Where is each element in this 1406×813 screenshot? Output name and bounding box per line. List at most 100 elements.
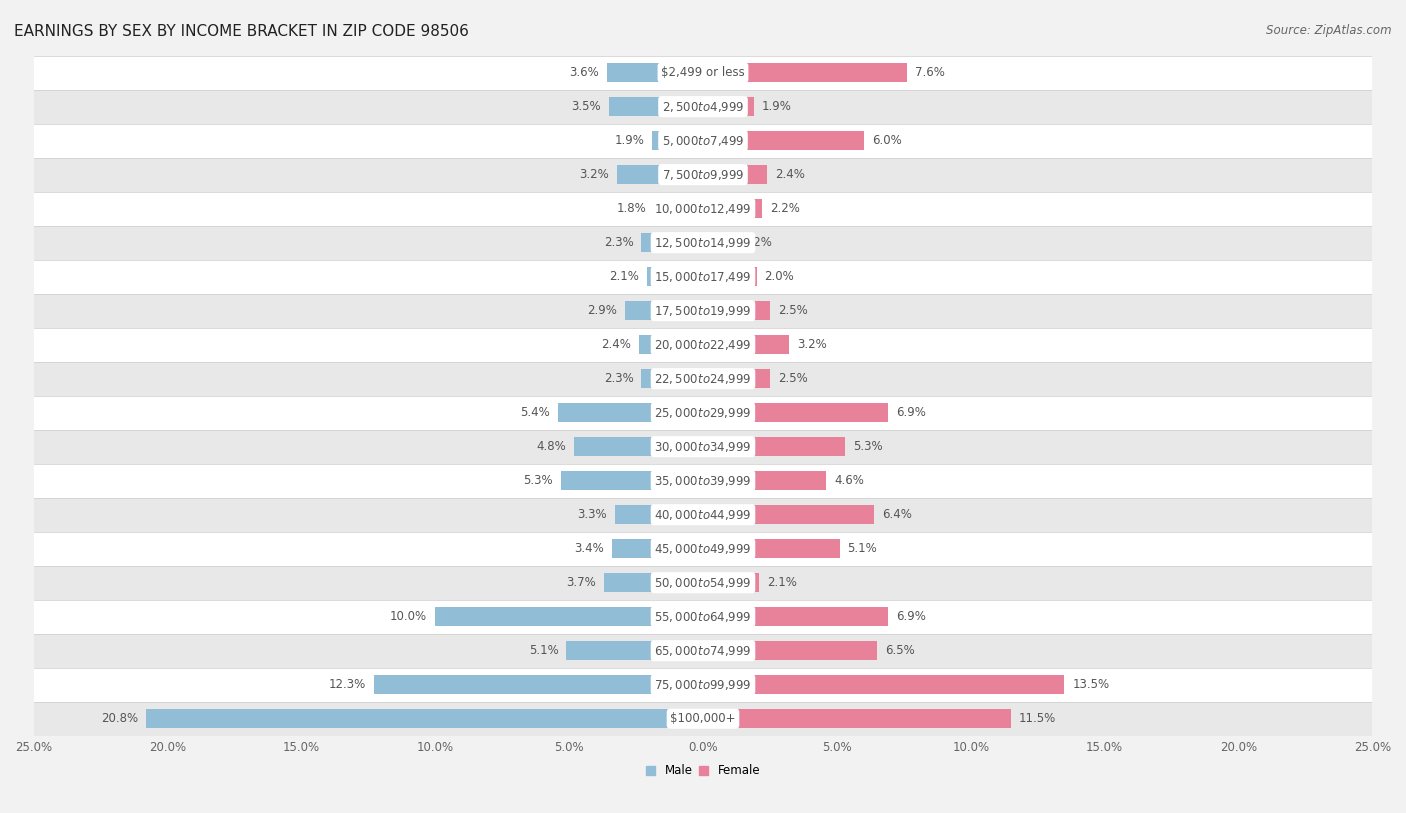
Bar (617, 165, 703, 184)
Text: $35,000 to $39,999: $35,000 to $39,999 (654, 474, 752, 488)
Bar (34, 667, 1372, 702)
Legend: Male, Female: Male, Female (645, 764, 761, 777)
Bar (34, 362, 1372, 396)
Bar (436, 607, 703, 626)
Text: 2.9%: 2.9% (588, 304, 617, 317)
Bar (703, 369, 770, 388)
Text: $15,000 to $17,499: $15,000 to $17,499 (654, 270, 752, 284)
Bar (641, 369, 703, 388)
Bar (567, 641, 703, 660)
Bar (575, 437, 703, 456)
Bar (703, 63, 907, 82)
Text: $100,000+: $100,000+ (671, 712, 735, 725)
Text: 2.2%: 2.2% (770, 202, 800, 215)
Text: $5,000 to $7,499: $5,000 to $7,499 (662, 133, 744, 148)
Bar (34, 600, 1372, 633)
Bar (703, 165, 768, 184)
Text: 1.9%: 1.9% (614, 134, 644, 147)
Text: Source: ZipAtlas.com: Source: ZipAtlas.com (1267, 24, 1392, 37)
Text: 2.5%: 2.5% (778, 304, 807, 317)
Bar (34, 463, 1372, 498)
Bar (703, 233, 735, 252)
Text: 2.3%: 2.3% (603, 372, 633, 385)
Text: 3.2%: 3.2% (579, 168, 609, 181)
Text: 6.5%: 6.5% (886, 644, 915, 657)
Bar (374, 676, 703, 694)
Text: $10,000 to $12,499: $10,000 to $12,499 (654, 202, 752, 215)
Text: 6.4%: 6.4% (883, 508, 912, 521)
Text: 2.3%: 2.3% (603, 236, 633, 249)
Bar (703, 132, 863, 150)
Bar (703, 641, 877, 660)
Bar (647, 267, 703, 286)
Text: 12.3%: 12.3% (329, 678, 366, 691)
Text: 6.0%: 6.0% (872, 134, 901, 147)
Bar (34, 259, 1372, 293)
Bar (34, 532, 1372, 566)
Bar (605, 573, 703, 592)
Bar (612, 539, 703, 558)
Text: 2.5%: 2.5% (778, 372, 807, 385)
Text: 3.5%: 3.5% (572, 100, 602, 113)
Text: 5.3%: 5.3% (523, 474, 553, 487)
Text: $25,000 to $29,999: $25,000 to $29,999 (654, 406, 752, 420)
Text: 2.4%: 2.4% (775, 168, 806, 181)
Text: 13.5%: 13.5% (1073, 678, 1109, 691)
Bar (34, 124, 1372, 158)
Bar (703, 676, 1064, 694)
Text: $65,000 to $74,999: $65,000 to $74,999 (654, 644, 752, 658)
Bar (703, 472, 827, 490)
Text: 10.0%: 10.0% (389, 611, 427, 624)
Text: $45,000 to $49,999: $45,000 to $49,999 (654, 541, 752, 555)
Bar (703, 709, 1011, 728)
Bar (606, 63, 703, 82)
Bar (703, 267, 756, 286)
Text: $12,500 to $14,999: $12,500 to $14,999 (654, 236, 752, 250)
Bar (638, 335, 703, 354)
Text: $30,000 to $34,999: $30,000 to $34,999 (654, 440, 752, 454)
Bar (703, 403, 887, 422)
Bar (146, 709, 703, 728)
Bar (703, 607, 887, 626)
Bar (652, 132, 703, 150)
Text: $7,500 to $9,999: $7,500 to $9,999 (662, 167, 744, 181)
Text: 3.7%: 3.7% (567, 576, 596, 589)
Text: 4.6%: 4.6% (834, 474, 865, 487)
Text: 2.0%: 2.0% (765, 270, 794, 283)
Text: 2.1%: 2.1% (768, 576, 797, 589)
Bar (34, 226, 1372, 259)
Text: 1.9%: 1.9% (762, 100, 792, 113)
Bar (641, 233, 703, 252)
Bar (34, 430, 1372, 463)
Bar (34, 396, 1372, 430)
Text: $75,000 to $99,999: $75,000 to $99,999 (654, 678, 752, 692)
Bar (703, 573, 759, 592)
Bar (558, 403, 703, 422)
Text: 2.4%: 2.4% (600, 338, 631, 351)
Bar (561, 472, 703, 490)
Bar (34, 566, 1372, 600)
Bar (34, 89, 1372, 124)
Bar (703, 437, 845, 456)
Text: $2,500 to $4,999: $2,500 to $4,999 (662, 100, 744, 114)
Bar (34, 55, 1372, 89)
Text: 5.4%: 5.4% (520, 406, 550, 420)
Text: $50,000 to $54,999: $50,000 to $54,999 (654, 576, 752, 589)
Text: EARNINGS BY SEX BY INCOME BRACKET IN ZIP CODE 98506: EARNINGS BY SEX BY INCOME BRACKET IN ZIP… (14, 24, 470, 39)
Bar (655, 199, 703, 218)
Bar (34, 498, 1372, 532)
Text: 6.9%: 6.9% (896, 611, 925, 624)
Text: 3.2%: 3.2% (797, 338, 827, 351)
Text: $20,000 to $22,499: $20,000 to $22,499 (654, 337, 752, 352)
Text: 3.6%: 3.6% (569, 66, 599, 79)
Bar (609, 98, 703, 116)
Text: 3.4%: 3.4% (574, 542, 605, 555)
Bar (703, 539, 839, 558)
Bar (626, 302, 703, 320)
Bar (34, 633, 1372, 667)
Bar (34, 328, 1372, 362)
Text: 5.1%: 5.1% (529, 644, 558, 657)
Text: $22,500 to $24,999: $22,500 to $24,999 (654, 372, 752, 385)
Text: $17,500 to $19,999: $17,500 to $19,999 (654, 304, 752, 318)
Bar (34, 293, 1372, 328)
